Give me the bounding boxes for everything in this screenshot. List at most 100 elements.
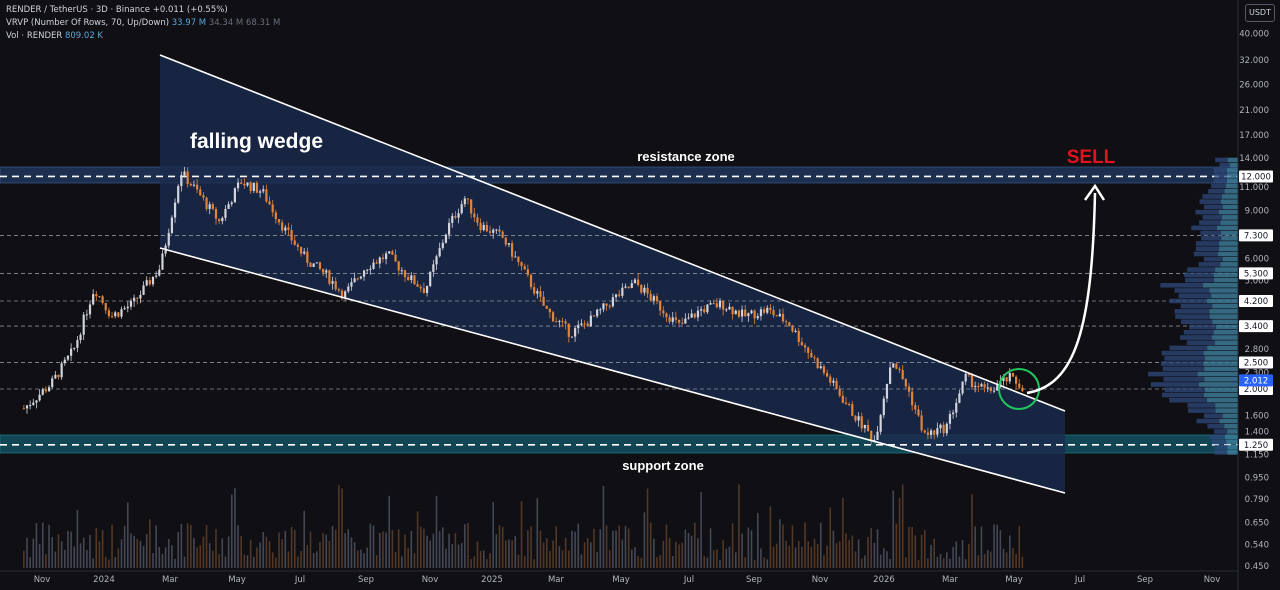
volume-bar [130, 533, 132, 568]
price-level-tag [1239, 356, 1273, 369]
volume-bar [574, 531, 576, 568]
candle-body [227, 204, 230, 209]
vrvp-row-down [1207, 298, 1238, 304]
candle-body [438, 248, 441, 257]
volume-bar [804, 522, 806, 568]
volume-bar [139, 540, 142, 568]
vrvp-row-up [1195, 241, 1220, 246]
volume-bar [117, 548, 120, 568]
candle-body [803, 345, 807, 348]
candle-body [570, 336, 574, 338]
vrvp-row-up [1180, 303, 1213, 309]
currency-button[interactable]: USDT [1245, 4, 1275, 22]
candle-body [740, 309, 744, 317]
volume-bar [149, 519, 151, 568]
vrvp-row-down [1204, 376, 1238, 382]
wedge-upper-trendline[interactable] [159, 54, 1066, 412]
volume-bar [407, 548, 409, 568]
volume-bar [287, 551, 290, 568]
candle-body [681, 322, 684, 324]
time-axis[interactable]: Nov 2024 Mar May Jul Sep Nov 2025 Mar May Jul Sep No… [0, 570, 1238, 585]
vrvp-row-down [1215, 267, 1238, 272]
volume-bar [901, 484, 904, 568]
candle-body [205, 197, 208, 209]
volume-bar [133, 535, 135, 568]
volume-bar [640, 557, 643, 568]
candle-body [756, 316, 759, 319]
volume-bar [73, 546, 76, 568]
candle-body [844, 402, 848, 404]
volume-bar [419, 526, 422, 568]
volume-bar [561, 550, 564, 568]
price-level-tag [1239, 170, 1273, 183]
volume-bar [347, 529, 350, 568]
candle-body [992, 390, 996, 392]
volume-bar [360, 549, 362, 568]
candle-body [933, 430, 936, 435]
candle-body [832, 380, 835, 383]
candle-body [309, 262, 312, 267]
y-tick-label: 0.790 [1245, 495, 1269, 505]
volume-bar [876, 529, 879, 568]
volume-bar [829, 507, 832, 568]
volume-bar [404, 534, 406, 568]
candle-body [416, 284, 419, 287]
volume-bar [665, 524, 668, 568]
volume-bar [183, 556, 186, 568]
candle-body [281, 222, 284, 231]
candle-body [507, 243, 511, 245]
candle-body [391, 251, 394, 255]
vrvp-value-2: 34.34 M [208, 18, 244, 28]
volume-bar [142, 545, 145, 568]
vrvp-row-down [1218, 251, 1238, 257]
volume-bar [136, 538, 139, 568]
vrvp-row-up [1203, 413, 1223, 419]
volume-bar [823, 555, 825, 568]
legend-vrvp-row[interactable]: VRVP (Number Of Rows, 70, Up/Down) 33.97… [6, 17, 280, 30]
candle-body [356, 278, 359, 280]
candle-body [577, 324, 580, 329]
legend-symbol-row[interactable]: RENDER / TetherUS · 3D · Binance +0.011 … [6, 4, 280, 17]
y-tick-label: 1.150 [1245, 451, 1269, 461]
y-tick-label: 5.000 [1245, 276, 1269, 286]
candle-body [192, 184, 196, 186]
candle-body [110, 316, 114, 318]
wedge-lower-trendline[interactable] [159, 247, 1066, 494]
candle-body [410, 275, 413, 281]
price-axis[interactable] [1237, 0, 1280, 590]
volume-bar [558, 546, 561, 568]
breakout-arrow-head [1083, 183, 1106, 201]
volume-bar [256, 547, 258, 568]
volume-bar [95, 527, 98, 568]
candle-body [236, 182, 240, 189]
candle-body [788, 322, 791, 327]
vrvp-row-up [1186, 340, 1215, 346]
volume-bar [495, 534, 498, 568]
volume-bar [728, 546, 731, 568]
price-level-tag-text: 12.000 [1241, 172, 1271, 182]
candle-body [596, 309, 599, 317]
volume-bar [908, 526, 910, 568]
legend-volume-row[interactable]: Vol · RENDER 809.02 K [6, 30, 280, 43]
candle-body [826, 372, 829, 377]
candle-body [517, 256, 520, 263]
x-tick-label: Nov [422, 575, 439, 585]
volume-bar [621, 539, 624, 568]
volume-bar [986, 550, 989, 568]
volume-bar [785, 540, 787, 568]
volume-bar [297, 556, 299, 568]
volume-bar [552, 540, 554, 568]
vrvp-row-up [1213, 178, 1227, 184]
candle-body [495, 229, 498, 231]
volume-bar [634, 547, 636, 568]
volume-bar [464, 524, 466, 568]
candle-body [501, 231, 504, 238]
candle-body [170, 217, 174, 233]
volume-bar [539, 530, 542, 568]
candle-body [161, 253, 164, 270]
volume-bar [167, 538, 170, 568]
vrvp-row-down [1224, 423, 1238, 429]
wedge-lines [159, 54, 1066, 494]
